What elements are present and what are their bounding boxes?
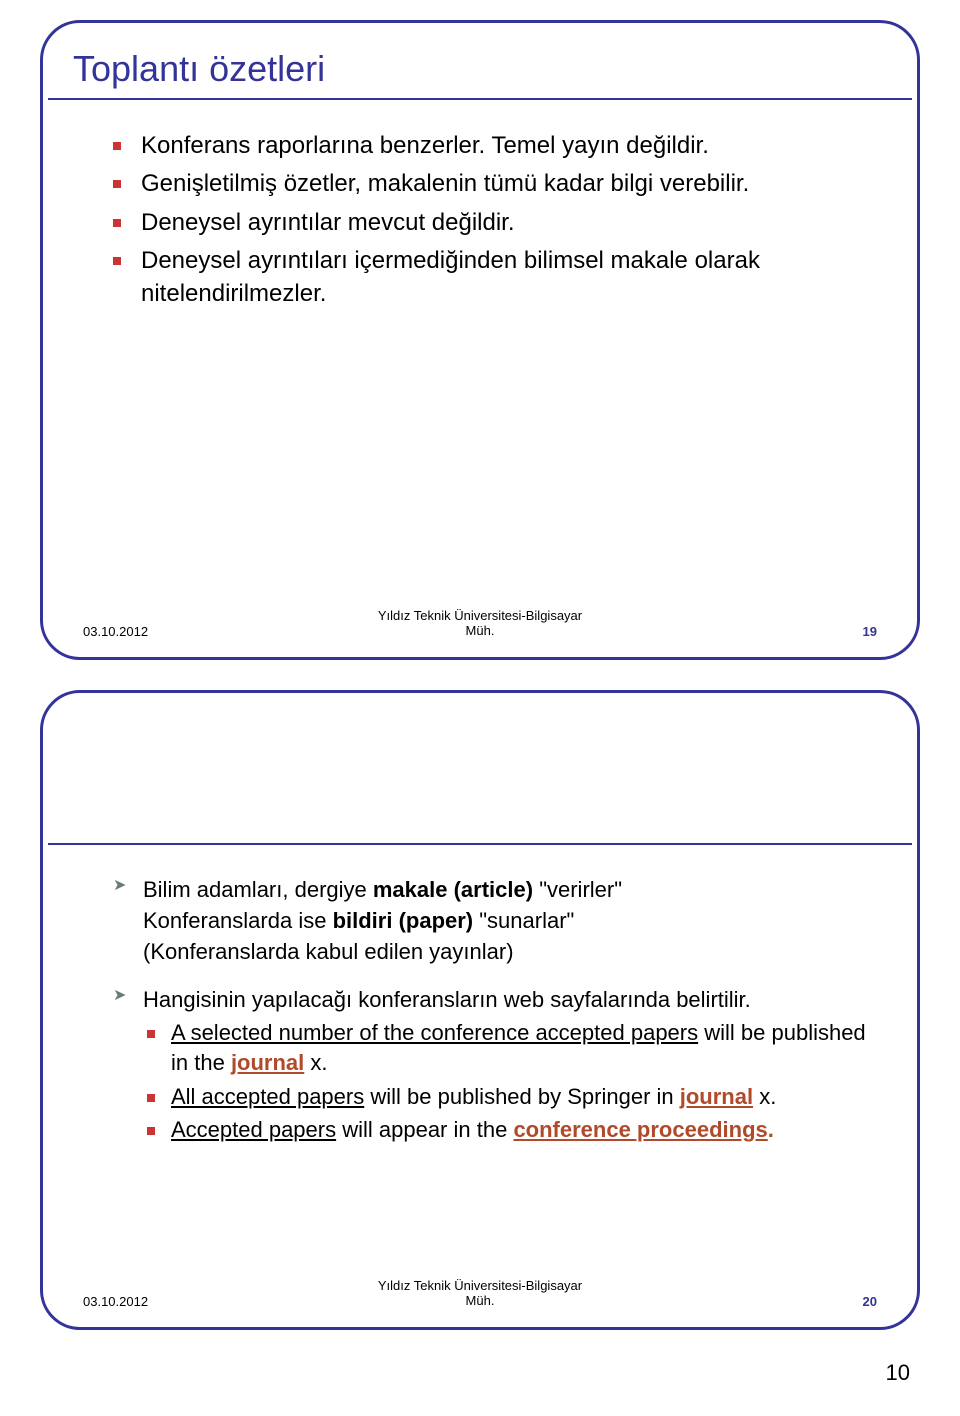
text-brand: journal: [231, 1050, 304, 1075]
text: x.: [304, 1050, 327, 1075]
text: Hangisinin yapılacağı konferansların web…: [143, 987, 751, 1012]
text-brand: .: [768, 1117, 774, 1142]
page-number: 10: [0, 1360, 960, 1416]
text-underline: Accepted papers: [171, 1117, 336, 1142]
footer-src-l2: Müh.: [466, 1293, 495, 1308]
arrow-item: Hangisinin yapılacağı konferansların web…: [113, 985, 877, 1145]
bullet-item: Deneysel ayrıntılar mevcut değildir.: [113, 207, 877, 239]
text-brand: journal: [680, 1084, 753, 1109]
text: Bilim adamları, dergiye: [143, 877, 373, 902]
bullet-item: Genişletilmiş özetler, makalenin tümü ka…: [113, 168, 877, 200]
footer-source: Yıldız Teknik Üniversitesi-Bilgisayar Mü…: [378, 608, 582, 639]
sub-item: Accepted papers will appear in the confe…: [143, 1115, 877, 1145]
sub-item: All accepted papers will be published by…: [143, 1082, 877, 1112]
slide-title: Toplantı özetleri: [48, 43, 912, 100]
arrow-item: Bilim adamları, dergiye makale (article)…: [113, 875, 877, 967]
text: "verirler": [533, 877, 622, 902]
text-bold: makale (article): [373, 877, 533, 902]
footer-src-l1: Yıldız Teknik Üniversitesi-Bilgisayar: [378, 1278, 582, 1293]
footer-date: 03.10.2012: [83, 624, 148, 639]
footer-src-l2: Müh.: [466, 623, 495, 638]
text: will appear in the: [336, 1117, 513, 1142]
slide-1-content: Konferans raporlarına benzerler. Temel y…: [43, 110, 917, 310]
footer-source: Yıldız Teknik Üniversitesi-Bilgisayar Mü…: [378, 1278, 582, 1309]
bullet-item: Konferans raporlarına benzerler. Temel y…: [113, 130, 877, 162]
sub-list: A selected number of the conference acce…: [143, 1018, 877, 1145]
text-brand: conference proceedings: [513, 1117, 767, 1142]
sub-item: A selected number of the conference acce…: [143, 1018, 877, 1077]
text: will be published by Springer in: [364, 1084, 680, 1109]
footer-date: 03.10.2012: [83, 1294, 148, 1309]
slide-2-title-region: [48, 713, 912, 845]
arrow-list: Bilim adamları, dergiye makale (article)…: [113, 875, 877, 1145]
text-underline: All accepted papers: [171, 1084, 364, 1109]
text: Konferanslarda ise: [143, 908, 333, 933]
text: x.: [753, 1084, 776, 1109]
text-underline: A selected number of the conference acce…: [171, 1020, 698, 1045]
text-bold: bildiri (paper): [333, 908, 474, 933]
text: (Konferanslarda kabul edilen yayınlar): [143, 939, 514, 964]
slide-1: Toplantı özetleri Konferans raporlarına …: [40, 20, 920, 660]
bullet-list: Konferans raporlarına benzerler. Temel y…: [113, 130, 877, 310]
footer-slide-number: 20: [863, 1294, 877, 1309]
bullet-item: Deneysel ayrıntıları içermediğinden bili…: [113, 245, 877, 310]
text: "sunarlar": [473, 908, 574, 933]
footer-src-l1: Yıldız Teknik Üniversitesi-Bilgisayar: [378, 608, 582, 623]
slide-2-content: Bilim adamları, dergiye makale (article)…: [43, 855, 917, 1145]
slide-2: Bilim adamları, dergiye makale (article)…: [40, 690, 920, 1330]
footer-slide-number: 19: [863, 624, 877, 639]
